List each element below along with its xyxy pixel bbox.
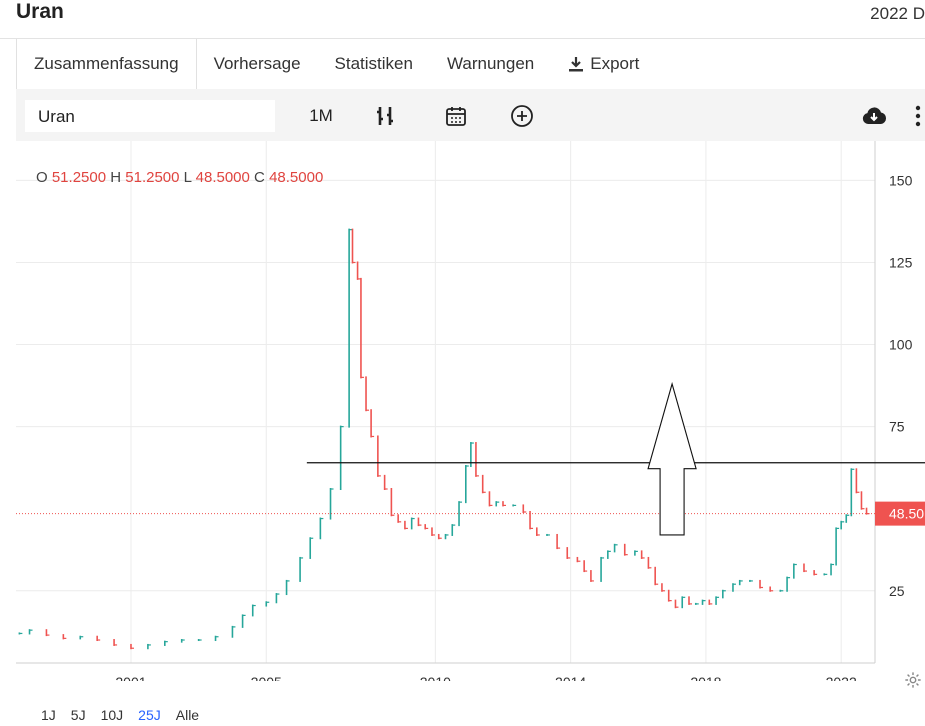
gear-icon[interactable] bbox=[904, 671, 922, 694]
up-arrow-annotation bbox=[647, 381, 697, 536]
tab-statistiken[interactable]: Statistiken bbox=[318, 39, 430, 89]
y-tick-label: 125 bbox=[889, 254, 913, 270]
y-tick-label: 25 bbox=[889, 583, 905, 599]
x-tick-label: 2001 bbox=[115, 674, 146, 681]
tab-label: Warnungen bbox=[446, 54, 535, 73]
add-compare-icon[interactable] bbox=[508, 102, 536, 130]
close-value: 48.5000 bbox=[269, 169, 324, 186]
interval-button[interactable]: 1M bbox=[309, 106, 333, 125]
y-tick-label: 75 bbox=[889, 419, 905, 435]
range-1j[interactable]: 1J bbox=[41, 707, 56, 723]
x-tick-label: 2010 bbox=[420, 674, 451, 681]
tab-bar: Zusammenfassung Vorhersage Statistiken W… bbox=[16, 39, 656, 89]
calendar-icon[interactable] bbox=[442, 102, 470, 130]
y-tick-label: 100 bbox=[889, 337, 913, 353]
tab-warnungen[interactable]: Warnungen bbox=[430, 39, 551, 89]
x-tick-label: 2018 bbox=[690, 674, 721, 681]
last-price-badge bbox=[875, 501, 925, 526]
ohlc-legend: O 51.2500 H 51.2500 L 48.5000 C 48.5000 bbox=[36, 169, 323, 186]
cloud-download-icon[interactable] bbox=[859, 102, 889, 130]
open-label: O bbox=[36, 169, 48, 186]
price-chart[interactable]: 48.50 25 75 100 125 150 2001 2005 2010 2014 2018 20… bbox=[16, 141, 925, 681]
x-tick-label: 2005 bbox=[251, 674, 282, 681]
more-icon[interactable] bbox=[912, 102, 924, 130]
page-title: Uran bbox=[16, 0, 64, 23]
bar-style-icon[interactable] bbox=[371, 102, 399, 130]
header-divider bbox=[0, 38, 925, 39]
tab-label: Zusammenfassung bbox=[34, 54, 179, 73]
range-5j[interactable]: 5J bbox=[70, 707, 86, 723]
close-label: C bbox=[254, 169, 265, 186]
symbol-input[interactable]: Uran bbox=[25, 100, 275, 132]
tab-label: Statistiken bbox=[334, 54, 413, 73]
last-price-label: 48.50 bbox=[889, 506, 924, 522]
high-label: H bbox=[110, 169, 122, 186]
low-value: 48.5000 bbox=[195, 169, 250, 186]
x-tick-label: 2022 bbox=[826, 674, 857, 681]
tab-label: Vorhersage bbox=[213, 54, 301, 73]
chart-panel: Uran 1M 48.50 25 75 100 125 150 2001 2005 2010 20… bbox=[16, 89, 925, 726]
range-10j[interactable]: 10J bbox=[100, 707, 124, 723]
page-date: 2022 D bbox=[870, 4, 925, 23]
range-25j[interactable]: 25J bbox=[138, 707, 161, 723]
tab-label: Export bbox=[590, 54, 640, 73]
open-value: 51.2500 bbox=[51, 169, 107, 186]
high-value: 51.2500 bbox=[125, 169, 180, 186]
x-tick-label: 2014 bbox=[555, 674, 586, 681]
tab-zusammenfassung[interactable]: Zusammenfassung bbox=[16, 39, 197, 89]
download-icon bbox=[568, 56, 584, 72]
tab-export[interactable]: Export bbox=[551, 39, 656, 89]
range-alle[interactable]: Alle bbox=[175, 707, 200, 723]
y-tick-label: 150 bbox=[889, 172, 913, 188]
range-selector: 1J 5J 10J 25J Alle bbox=[41, 707, 199, 723]
chart-toolbar: Uran 1M bbox=[16, 89, 925, 141]
tab-vorhersage[interactable]: Vorhersage bbox=[197, 39, 318, 89]
low-label: L bbox=[183, 169, 192, 186]
